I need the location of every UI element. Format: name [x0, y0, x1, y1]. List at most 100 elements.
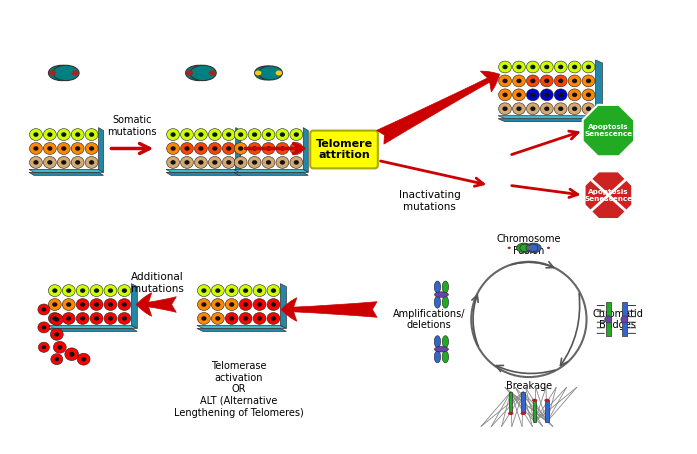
Ellipse shape [582, 89, 595, 101]
Ellipse shape [75, 132, 80, 137]
Ellipse shape [605, 316, 612, 323]
Ellipse shape [530, 93, 535, 97]
Ellipse shape [76, 299, 89, 311]
Ellipse shape [57, 345, 63, 350]
Ellipse shape [516, 93, 521, 97]
Ellipse shape [516, 107, 521, 111]
Ellipse shape [554, 89, 567, 101]
Ellipse shape [80, 316, 85, 321]
Ellipse shape [257, 288, 262, 293]
Ellipse shape [512, 89, 526, 101]
Ellipse shape [290, 157, 302, 168]
Ellipse shape [54, 317, 59, 322]
Ellipse shape [520, 244, 530, 252]
Ellipse shape [582, 75, 595, 87]
Ellipse shape [77, 353, 90, 365]
Ellipse shape [33, 146, 38, 151]
Ellipse shape [201, 288, 206, 293]
Ellipse shape [279, 146, 285, 151]
Ellipse shape [271, 316, 276, 321]
Ellipse shape [171, 146, 176, 151]
Bar [545, 400, 549, 422]
Ellipse shape [171, 132, 176, 137]
Ellipse shape [239, 299, 252, 311]
Ellipse shape [507, 247, 511, 249]
Ellipse shape [558, 65, 563, 69]
Ellipse shape [90, 285, 103, 296]
Polygon shape [131, 284, 137, 328]
Ellipse shape [266, 146, 271, 151]
Ellipse shape [41, 307, 46, 311]
Ellipse shape [48, 285, 61, 296]
Ellipse shape [540, 61, 553, 73]
Ellipse shape [43, 157, 56, 168]
Ellipse shape [259, 66, 282, 80]
Ellipse shape [434, 281, 441, 293]
Ellipse shape [248, 157, 261, 168]
Ellipse shape [80, 302, 85, 307]
Ellipse shape [81, 357, 86, 361]
Ellipse shape [118, 312, 131, 324]
Ellipse shape [234, 128, 247, 140]
Ellipse shape [72, 70, 79, 76]
Polygon shape [166, 173, 240, 175]
Ellipse shape [253, 312, 266, 324]
Ellipse shape [434, 336, 441, 347]
Ellipse shape [266, 160, 271, 165]
Ellipse shape [29, 143, 43, 154]
Ellipse shape [49, 65, 75, 81]
Ellipse shape [530, 79, 535, 83]
Ellipse shape [540, 75, 553, 87]
Text: Breakage: Breakage [506, 381, 552, 391]
Ellipse shape [41, 325, 46, 330]
Ellipse shape [229, 288, 234, 293]
Polygon shape [29, 169, 104, 173]
Ellipse shape [528, 244, 538, 252]
Ellipse shape [201, 316, 206, 321]
Ellipse shape [248, 143, 261, 154]
Ellipse shape [225, 312, 238, 324]
Ellipse shape [71, 143, 84, 154]
Ellipse shape [238, 146, 243, 151]
Ellipse shape [80, 288, 85, 293]
Ellipse shape [38, 342, 49, 352]
Ellipse shape [85, 157, 98, 168]
Polygon shape [48, 328, 137, 331]
Polygon shape [166, 169, 240, 173]
Ellipse shape [442, 351, 449, 363]
Ellipse shape [215, 288, 220, 293]
Ellipse shape [197, 299, 210, 311]
Ellipse shape [194, 157, 207, 168]
Ellipse shape [279, 132, 285, 137]
Ellipse shape [532, 399, 537, 402]
Polygon shape [498, 116, 602, 118]
Ellipse shape [62, 299, 75, 311]
Ellipse shape [57, 128, 70, 140]
Ellipse shape [47, 146, 52, 151]
Ellipse shape [122, 288, 127, 293]
Ellipse shape [226, 146, 231, 151]
Polygon shape [280, 284, 286, 328]
Ellipse shape [57, 143, 70, 154]
Ellipse shape [197, 312, 210, 324]
Ellipse shape [76, 285, 89, 296]
Ellipse shape [49, 70, 56, 76]
Polygon shape [523, 246, 525, 250]
Ellipse shape [90, 312, 103, 324]
Ellipse shape [572, 107, 577, 111]
Ellipse shape [199, 146, 204, 151]
Ellipse shape [248, 128, 261, 140]
Polygon shape [197, 328, 286, 331]
Ellipse shape [186, 70, 193, 76]
Ellipse shape [215, 316, 220, 321]
Polygon shape [303, 128, 308, 173]
Ellipse shape [255, 70, 261, 75]
Ellipse shape [118, 299, 131, 311]
Ellipse shape [243, 302, 248, 307]
Ellipse shape [293, 146, 299, 151]
Ellipse shape [257, 302, 262, 307]
Ellipse shape [47, 132, 52, 137]
Ellipse shape [586, 93, 591, 97]
Ellipse shape [271, 288, 276, 293]
Ellipse shape [586, 79, 591, 83]
